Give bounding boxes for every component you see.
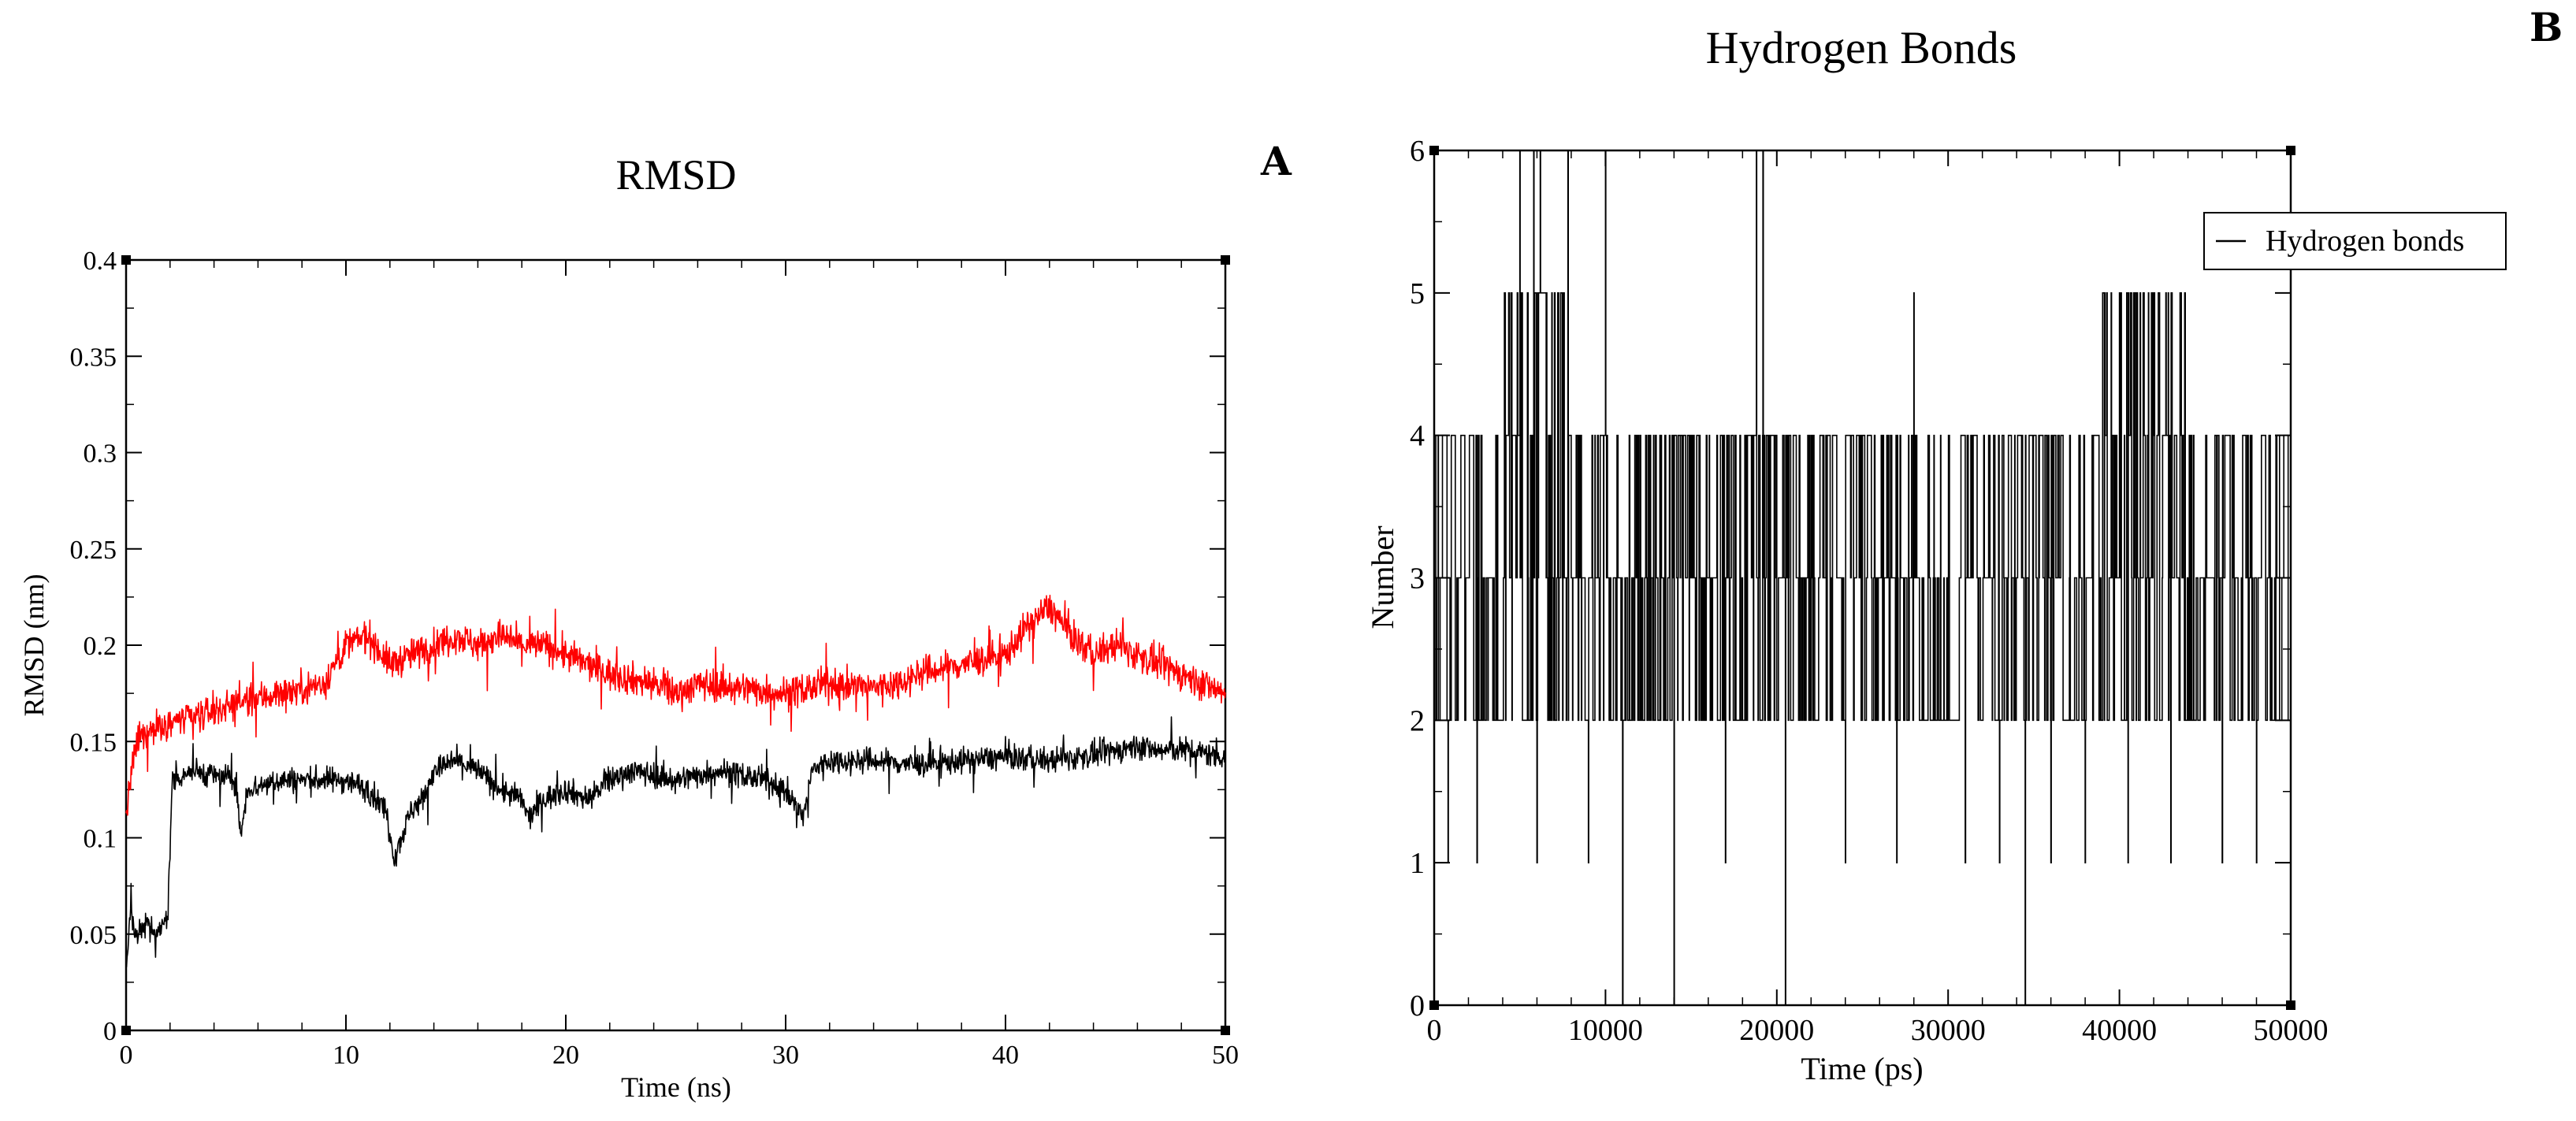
panel-b-y-axis-label: Number (1365, 525, 1400, 629)
panel-a-corner-marker (1221, 255, 1230, 265)
panel-b-y-tick-label: 2 (1410, 704, 1425, 737)
panel-b-y-tick-label: 3 (1410, 562, 1425, 596)
panel-b-label: B (2530, 4, 2563, 50)
panel-b-y-tick-label: 0 (1410, 989, 1425, 1023)
panel-a-y-tick-label: 0.25 (70, 536, 117, 565)
panel-b-corner-marker (1429, 1000, 1439, 1010)
panel-a-x-tick-label: 30 (772, 1041, 799, 1070)
panel-b-ticks: 0 10000 20000 30000 40000 50000 0 1 2 3 4 5 6 (1410, 135, 2329, 1047)
panel-b-x-tick-label: 50000 (2254, 1014, 2329, 1047)
panel-b-series-hydrogen-bonds (1434, 150, 2291, 1006)
panel-a: A RMSD Time (ns) RMSD (nm) 0 10 20 30 40 5000… (18, 138, 1292, 1103)
panel-b-y-tick-label: 4 (1410, 420, 1425, 453)
panel-a-series-black (125, 716, 1226, 968)
panel-a-x-tick-label: 20 (552, 1041, 579, 1070)
panel-a-y-axis-label: RMSD (nm) (18, 573, 50, 716)
panel-b-y-tick-label: 6 (1410, 135, 1425, 168)
panel-b-corner-marker (1429, 146, 1439, 155)
panel-b-y-tick-label: 1 (1410, 847, 1425, 880)
panel-a-x-tick-label: 0 (120, 1041, 133, 1070)
panel-b-legend-box (2203, 212, 2507, 270)
panel-a-y-tick-label: 0.05 (70, 921, 117, 950)
panel-b-title: Hydrogen Bonds (1706, 22, 2017, 73)
panel-a-ticks: 0 10 20 30 40 50 0 0.05 0.1 0.15 0.2 0.25 0.3 0.35 0.4 (70, 247, 1240, 1070)
panel-a-corner-markers (121, 255, 1230, 1035)
panel-a-y-tick-label: 0.3 (84, 440, 117, 469)
panel-b-corner-markers (1429, 146, 2295, 1010)
panel-b: B Hydrogen Bonds Time (ps) Number 0 10000… (1365, 4, 2563, 1086)
panel-a-plot-frame (125, 258, 1227, 1032)
panel-b-corner-marker (2286, 1000, 2295, 1010)
panel-a-y-tick-label: 0.35 (70, 343, 117, 372)
panel-b-y-tick-label: 5 (1410, 277, 1425, 310)
panel-b-legend-label: Hydrogen bonds (2266, 225, 2464, 258)
panel-b-x-tick-label: 10000 (1568, 1014, 1643, 1047)
panel-b-x-tick-label: 40000 (2082, 1014, 2157, 1047)
panel-b-x-tick-label: 0 (1427, 1014, 1442, 1047)
panel-a-y-tick-label: 0.2 (84, 632, 117, 661)
panel-b-x-tick-label: 20000 (1739, 1014, 1814, 1047)
panel-b-corner-marker (2286, 146, 2295, 155)
panel-a-y-tick-label: 0.4 (84, 247, 117, 276)
panel-b-series (1434, 150, 2291, 1006)
panel-b-x-tick-label: 30000 (1911, 1014, 1986, 1047)
panel-a-y-tick-label: 0 (103, 1017, 117, 1046)
panel-a-y-tick-label: 0.15 (70, 728, 117, 757)
panel-a-x-tick-label: 50 (1212, 1041, 1239, 1070)
panel-a-series-red (125, 594, 1226, 816)
panel-b-x-axis-label: Time (ps) (1801, 1051, 1923, 1086)
panel-a-x-axis-label: Time (ns) (621, 1071, 731, 1103)
panel-a-label: A (1260, 138, 1292, 184)
panel-a-corner-marker (121, 1026, 131, 1035)
panel-a-y-tick-label: 0.1 (84, 825, 117, 854)
panel-a-x-tick-label: 40 (992, 1041, 1019, 1070)
panel-b-legend: Hydrogen bonds (2203, 212, 2507, 270)
panel-a-corner-marker (1221, 1026, 1230, 1035)
panel-a-series (125, 594, 1226, 968)
panel-a-title: RMSD (615, 151, 736, 199)
panel-a-corner-marker (121, 255, 131, 265)
panel-a-x-tick-label: 10 (333, 1041, 359, 1070)
